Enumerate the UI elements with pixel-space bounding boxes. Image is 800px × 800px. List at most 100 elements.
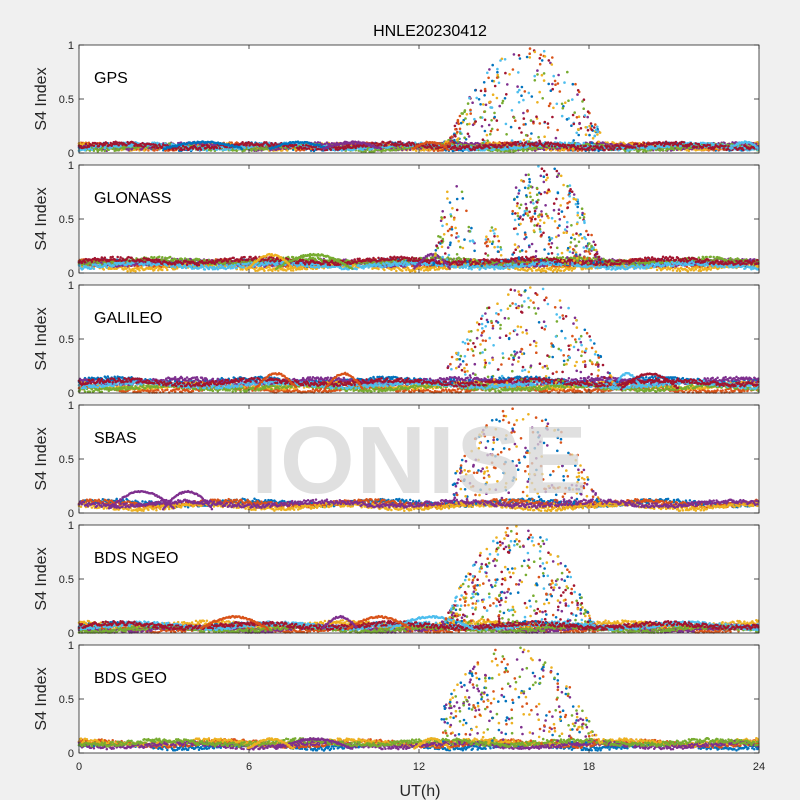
data-point [506, 148, 509, 151]
data-point [579, 144, 583, 147]
data-point [409, 143, 413, 147]
data-point [243, 146, 246, 149]
data-point [576, 144, 580, 148]
data-point [731, 146, 734, 150]
data-points [77, 47, 760, 154]
data-point [259, 148, 262, 151]
data-point [701, 146, 705, 149]
data-point [695, 145, 699, 149]
data-point [117, 143, 120, 147]
data-point [241, 140, 244, 144]
plot-area [79, 45, 759, 153]
data-point [235, 149, 238, 153]
data-point [667, 145, 671, 149]
data-point [430, 147, 434, 150]
data-point [636, 142, 639, 145]
data-point [593, 148, 596, 151]
data-point [307, 147, 311, 150]
data-point [294, 143, 298, 147]
data-point [534, 147, 538, 151]
data-point [435, 144, 439, 148]
data-point [690, 143, 694, 146]
data-point [542, 148, 546, 152]
data-point [199, 148, 203, 151]
data-point [205, 149, 209, 152]
data-point [742, 148, 745, 152]
data-point [428, 148, 432, 152]
data-point [215, 146, 219, 150]
data-point [653, 144, 657, 148]
data-point [103, 149, 107, 153]
data-point [385, 144, 388, 147]
data-point [255, 148, 258, 152]
data-point [603, 148, 606, 152]
data-point [153, 146, 156, 149]
data-point [589, 144, 592, 148]
data-point [182, 148, 186, 151]
data-point [202, 144, 206, 147]
data-point [682, 140, 686, 144]
data-point [722, 147, 725, 150]
data-point [619, 147, 622, 151]
data-point [100, 149, 104, 152]
data-point [117, 148, 120, 152]
data-point [644, 144, 648, 148]
data-point [584, 144, 587, 148]
data-point [674, 140, 678, 144]
data-point [506, 145, 509, 149]
data-point [445, 147, 449, 150]
data-point [95, 142, 99, 145]
data-point [125, 144, 128, 147]
data-point [380, 143, 383, 147]
data-point [553, 145, 557, 148]
data-point [467, 145, 470, 148]
data-point [613, 146, 616, 150]
data-point [382, 141, 385, 144]
data-point [105, 141, 109, 145]
data-point [523, 143, 526, 147]
data-point [616, 148, 619, 151]
data-point [406, 144, 410, 147]
data-point [550, 145, 554, 148]
data-point [488, 146, 491, 150]
data-point [697, 142, 701, 146]
data-point [708, 144, 711, 147]
data-point [286, 149, 289, 152]
data-point [414, 149, 418, 152]
data-point [301, 144, 305, 147]
data-point [563, 141, 567, 145]
figure-title: HNLE20230412 [373, 23, 487, 40]
data-point [500, 145, 503, 149]
data-point [266, 147, 269, 151]
data-point [92, 144, 96, 147]
data-point [724, 144, 727, 148]
data-point [375, 141, 378, 145]
data-point [661, 148, 665, 152]
data-point [399, 147, 402, 151]
data-point [265, 145, 268, 148]
data-point [525, 149, 529, 152]
data-point [565, 146, 569, 150]
data-point [509, 150, 512, 153]
data-point [364, 150, 367, 153]
data-point [425, 148, 429, 152]
data-point [143, 149, 146, 152]
data-point [643, 141, 646, 145]
data-point [218, 146, 222, 150]
data-point [240, 148, 244, 151]
data-point [90, 148, 94, 151]
data-point [389, 140, 392, 144]
data-point [311, 148, 315, 151]
data-point [157, 146, 160, 150]
data-point [718, 146, 721, 149]
data-point [191, 147, 195, 150]
data-point [515, 143, 518, 146]
data-point [103, 143, 107, 147]
data-point [521, 142, 524, 145]
data-point [672, 148, 676, 151]
data-point [84, 142, 88, 146]
data-point [399, 140, 402, 144]
